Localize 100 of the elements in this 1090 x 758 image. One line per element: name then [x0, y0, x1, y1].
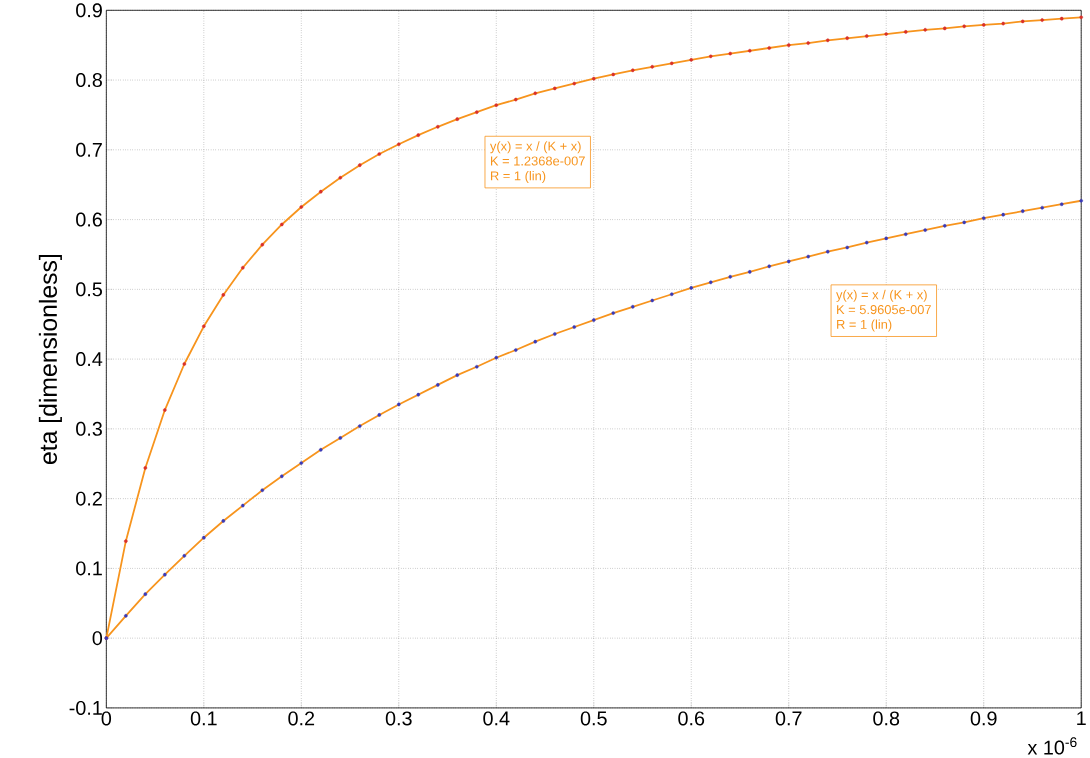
- point: [611, 311, 616, 315]
- point: [436, 383, 440, 387]
- point: [962, 24, 967, 29]
- point: [182, 554, 187, 558]
- point: [786, 43, 791, 48]
- point: [572, 81, 577, 86]
- point: [299, 205, 304, 209]
- point: [708, 54, 713, 59]
- y-tick-label: 0.5: [76, 282, 103, 297]
- point: [903, 232, 908, 237]
- point: [358, 163, 362, 168]
- point: [806, 254, 811, 259]
- text: x 10$^{-6}$: [1027, 737, 1077, 755]
- point: [182, 362, 187, 366]
- y-axis-title: eta [dimensionless]: [38, 255, 62, 465]
- annotation: y(x) = x / (K + x): [836, 289, 927, 302]
- point: [377, 152, 382, 156]
- point: [163, 408, 167, 412]
- point: [475, 365, 479, 369]
- point: [124, 539, 128, 544]
- point: [786, 259, 791, 264]
- point: [280, 222, 284, 227]
- x-tick-label: 0.1: [190, 711, 217, 726]
- point: [650, 65, 655, 69]
- point: [747, 49, 752, 53]
- y-tick-label: 0: [92, 631, 103, 646]
- x-tick-label: 0.4: [483, 711, 510, 726]
- point: [884, 236, 889, 241]
- point: [163, 572, 167, 577]
- point: [533, 91, 538, 96]
- point: [513, 348, 518, 352]
- point: [962, 220, 967, 225]
- point: [864, 240, 869, 245]
- point: [767, 264, 772, 269]
- point: [1059, 16, 1064, 21]
- point: [1001, 21, 1006, 26]
- y-tick-label: 0.2: [76, 491, 102, 506]
- x-tick-label: 0.5: [580, 711, 607, 726]
- point: [630, 305, 635, 309]
- point: [884, 32, 889, 36]
- point: [845, 36, 850, 41]
- point: [494, 355, 499, 360]
- point: [241, 503, 245, 508]
- point: [455, 117, 460, 121]
- point: [475, 110, 479, 115]
- point: [942, 224, 947, 228]
- y-tick-label: 0.8: [76, 73, 102, 88]
- annotation: R = 1 (lin): [491, 171, 546, 183]
- point: [728, 51, 733, 56]
- point: [202, 324, 206, 329]
- y-tick-label: 0.1: [76, 561, 102, 576]
- point: [1040, 206, 1044, 210]
- point: [669, 292, 674, 297]
- point: [1001, 212, 1006, 217]
- y-tick-label: 0.4: [76, 352, 103, 367]
- point: [864, 34, 869, 38]
- y-tick-label: 0.9: [76, 3, 102, 18]
- x-tick-label: 0.6: [678, 711, 705, 726]
- point: [572, 325, 577, 329]
- point: [981, 23, 986, 27]
- point: [591, 318, 596, 322]
- point: [397, 402, 401, 407]
- point: [767, 46, 772, 50]
- point: [260, 488, 265, 493]
- point: [981, 216, 986, 221]
- point: [689, 286, 694, 290]
- point: [299, 461, 304, 465]
- point: [591, 76, 596, 81]
- point: [1040, 18, 1044, 22]
- annotation: K = 5.9605e-007: [837, 305, 931, 315]
- point: [241, 265, 245, 270]
- y-tick-label: -0.1: [69, 700, 102, 715]
- point: [494, 103, 499, 108]
- point: [143, 466, 148, 470]
- point: [202, 535, 206, 540]
- point: [1020, 209, 1025, 214]
- point: [825, 38, 830, 43]
- point: [1079, 199, 1083, 203]
- point: [416, 133, 421, 138]
- annotation: y(x) = x / (K + x): [489, 141, 581, 154]
- x-tick-label: 0.8: [873, 711, 900, 726]
- point: [1079, 15, 1083, 20]
- point: [338, 436, 343, 440]
- point: [455, 373, 460, 378]
- point: [338, 176, 343, 180]
- point: [903, 30, 908, 34]
- point: [630, 68, 635, 73]
- point: [669, 61, 674, 66]
- x-tick-label: 0.7: [775, 711, 802, 726]
- point: [728, 275, 733, 279]
- point: [124, 614, 128, 618]
- point: [280, 474, 284, 479]
- point: [552, 332, 557, 336]
- x-tick-label: 1: [1077, 711, 1086, 726]
- annotation: R = 1 (lin): [837, 319, 892, 332]
- point: [825, 249, 830, 254]
- x-tick-label: 0.2: [288, 711, 315, 726]
- point: [358, 424, 362, 428]
- point: [708, 280, 713, 285]
- y-tick-label: 0.6: [76, 212, 102, 227]
